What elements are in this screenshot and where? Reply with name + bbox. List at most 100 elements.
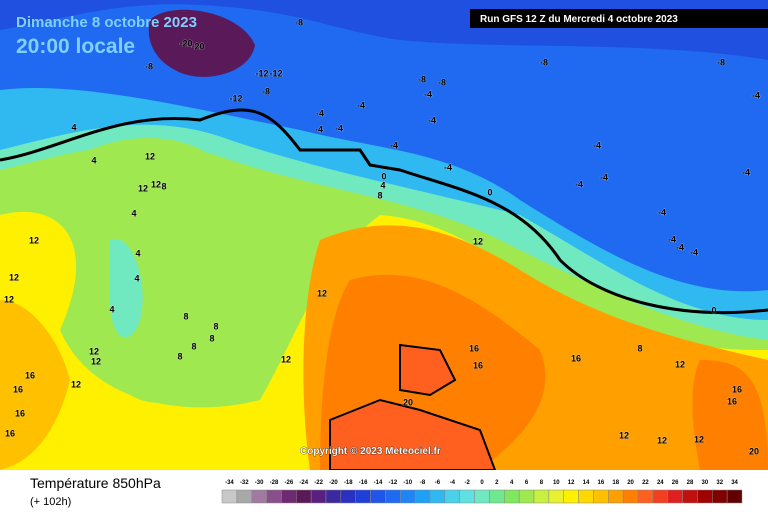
contour-label: -4	[316, 108, 324, 118]
contour-label: 8	[161, 181, 166, 191]
legend-swatch	[712, 489, 728, 504]
legend-label: -14	[374, 480, 383, 486]
contour-label: 16	[727, 396, 737, 406]
contour-label: 12	[281, 354, 291, 364]
contour-label: -4	[390, 140, 398, 150]
contour-label: 16	[25, 370, 35, 380]
legend-swatch	[652, 489, 668, 504]
legend-label: -8	[420, 480, 426, 486]
legend-label: -12	[389, 480, 398, 486]
contour-label: -8	[438, 77, 446, 87]
contour-label: -20	[179, 38, 192, 48]
legend-label: 28	[687, 480, 694, 486]
legend-swatch	[489, 489, 505, 504]
legend-label: -18	[344, 480, 353, 486]
legend-swatch	[310, 489, 327, 504]
contour-label: 8	[377, 190, 382, 200]
contour-label: -4	[357, 100, 365, 110]
contour-label: -4	[658, 207, 666, 217]
contour-label: 16	[15, 408, 25, 418]
legend-label: 20	[627, 480, 634, 486]
contour-label: 8	[209, 333, 214, 343]
contour-label: -4	[424, 89, 432, 99]
contour-label: -20	[191, 41, 204, 51]
legend-label: -32	[240, 480, 249, 486]
contour-label: 12	[675, 359, 685, 369]
contour-label: 16	[5, 428, 15, 438]
lead-time: (+ 102h)	[30, 496, 71, 508]
legend-swatch	[593, 489, 609, 504]
variable-title: Température 850hPa	[30, 475, 161, 491]
contour-label: 0	[487, 187, 492, 197]
legend-swatch	[296, 489, 312, 504]
legend-label: 32	[716, 480, 723, 486]
contour-label: 16	[13, 384, 23, 394]
color-scale: -34 -32 -30 -28 -26 -24 -22 -20 -18 -16 -14 -12 -10-…	[221, 480, 743, 504]
legend-swatch	[578, 489, 594, 504]
contour-label: 12	[91, 356, 101, 366]
contour-label: 12	[138, 183, 148, 193]
legend-label: 0	[480, 480, 484, 486]
contour-label: 16	[473, 360, 483, 370]
contour-label: -4	[575, 179, 583, 189]
legend-label: -2	[464, 480, 470, 486]
legend-label: 14	[583, 480, 590, 486]
legend-label: -16	[359, 480, 368, 486]
legend-label: -10	[403, 480, 412, 486]
legend-label: 30	[702, 480, 709, 486]
forecast-time: 20:00 locale	[16, 35, 135, 58]
contour-label: 0	[381, 171, 386, 181]
legend-swatch	[221, 489, 238, 504]
legend-swatch	[414, 489, 431, 504]
legend-swatch	[385, 489, 401, 504]
legend-swatch	[355, 489, 371, 504]
contour-label: -4	[676, 242, 684, 252]
legend-swatch	[370, 489, 386, 504]
contour-label: -4	[593, 140, 601, 150]
legend-swatch	[518, 489, 535, 504]
contour-label: 8	[191, 341, 196, 351]
contour-label: 4	[109, 304, 114, 314]
contour-label: 4	[134, 273, 139, 283]
legend-label: -26	[285, 480, 294, 486]
contour-label: 20	[403, 397, 413, 407]
legend-label: 8	[540, 480, 544, 486]
contour-label: -8	[295, 17, 303, 27]
contour-label: -4	[600, 172, 608, 182]
legend-label: 24	[657, 480, 664, 486]
legend-swatch	[504, 489, 520, 504]
legend-label: 10	[553, 480, 560, 486]
legend-swatch	[697, 489, 713, 504]
legend-swatch	[325, 489, 342, 504]
contour-label: -12	[229, 93, 242, 103]
contour-label: 12	[657, 435, 667, 445]
legend-swatch	[563, 489, 579, 504]
legend-swatch	[266, 489, 282, 504]
contour-label: 16	[732, 384, 742, 394]
legend-swatch	[637, 489, 654, 504]
legend-swatch	[459, 489, 475, 504]
legend-label: 22	[642, 480, 649, 486]
contour-label: 20	[749, 446, 759, 456]
contour-label: -8	[540, 57, 548, 67]
legend-label: 4	[510, 480, 514, 486]
legend-label: 2	[495, 480, 499, 486]
legend-swatch	[281, 489, 297, 504]
copyright: Copyright © 2023 Meteociel.fr	[300, 446, 441, 457]
contour-label: 12	[29, 235, 39, 245]
legend-swatch	[608, 489, 624, 504]
forecast-date: Dimanche 8 octobre 2023	[16, 14, 197, 31]
contour-label: -4	[335, 123, 343, 133]
legend-swatch	[548, 489, 564, 504]
legend-label: -30	[255, 480, 264, 486]
contour-labels: -20-20-8-8-12 -12-8-12-8 -8-8 -8-4 -4-4-4-4-…	[3, 17, 760, 457]
contour-label: 12	[145, 151, 155, 161]
contour-label: -8	[418, 74, 426, 84]
contour-label: 4	[71, 122, 76, 132]
legend-swatch	[429, 489, 446, 504]
contour-label: 12	[151, 179, 161, 189]
run-info: Run GFS 12 Z du Mercredi 4 octobre 2023	[480, 14, 678, 25]
contour-label: 12	[71, 379, 81, 389]
contour-label: 4	[135, 248, 140, 258]
legend-swatch	[340, 489, 356, 504]
